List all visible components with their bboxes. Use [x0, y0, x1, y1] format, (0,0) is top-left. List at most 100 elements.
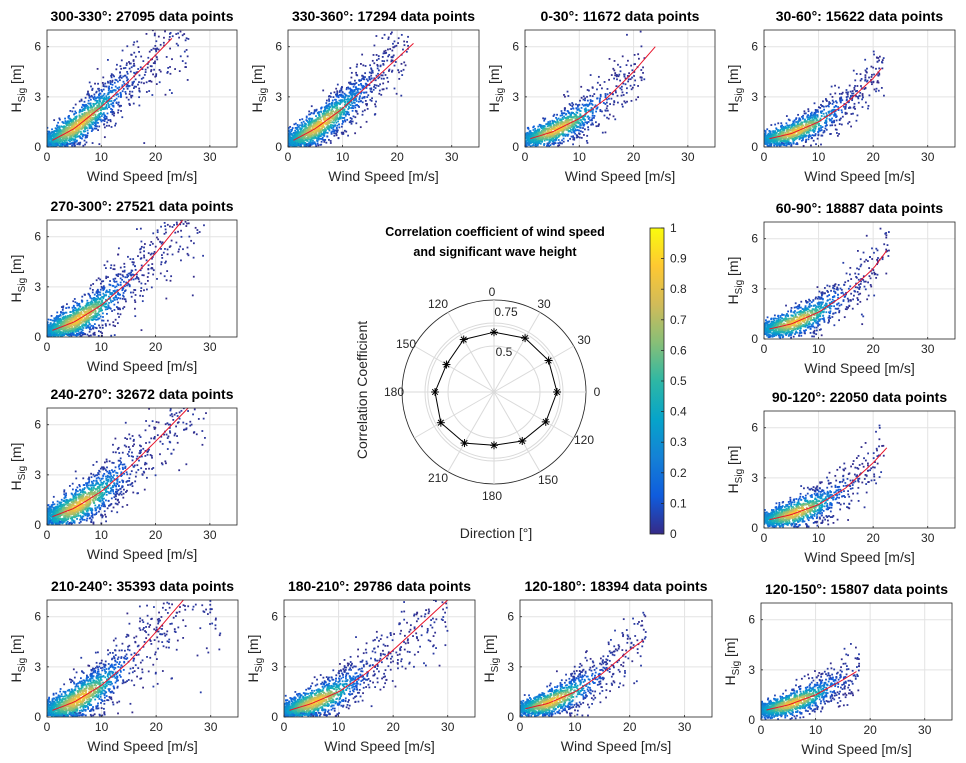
- data-point: [579, 126, 582, 129]
- data-point: [134, 72, 137, 75]
- data-point: [845, 112, 848, 115]
- data-point: [306, 144, 309, 147]
- data-point: [803, 120, 806, 123]
- data-point: [370, 77, 373, 80]
- data-point: [572, 123, 575, 126]
- data-point: [305, 115, 308, 118]
- data-point: [394, 61, 397, 63]
- data-point: [630, 99, 633, 102]
- data-point: [813, 129, 816, 132]
- data-point: [375, 35, 378, 37]
- data-point: [366, 96, 369, 98]
- data-point: [319, 143, 322, 146]
- data-point: [339, 110, 342, 113]
- data-point: [558, 134, 561, 137]
- data-point: [541, 140, 543, 143]
- data-point: [379, 83, 381, 86]
- data-point: [126, 45, 129, 48]
- data-point: [329, 112, 332, 115]
- data-point: [92, 105, 95, 107]
- data-point: [331, 116, 334, 119]
- data-point: [339, 112, 342, 114]
- data-point: [69, 142, 72, 145]
- data-point: [860, 78, 863, 80]
- data-point: [115, 102, 118, 104]
- data-point: [350, 100, 353, 103]
- data-point: [308, 125, 311, 128]
- data-point: [532, 129, 535, 131]
- data-point: [360, 63, 362, 65]
- data-point: [561, 142, 563, 145]
- data-point: [803, 131, 805, 134]
- data-point: [381, 88, 384, 91]
- data-point: [365, 91, 368, 94]
- data-point: [293, 139, 296, 142]
- data-point: [573, 115, 576, 118]
- data-point: [552, 126, 555, 129]
- data-point: [814, 109, 817, 111]
- data-point: [165, 56, 168, 58]
- data-point: [549, 134, 552, 137]
- data-point: [302, 120, 305, 123]
- data-point: [831, 99, 834, 102]
- data-point: [792, 142, 795, 145]
- data-point: [166, 71, 169, 73]
- data-point: [548, 124, 551, 127]
- data-point: [814, 114, 817, 117]
- data-point: [125, 64, 128, 67]
- data-point: [65, 137, 68, 140]
- data-point: [356, 112, 359, 115]
- data-point: [62, 137, 65, 139]
- data-point: [620, 85, 623, 88]
- data-point: [79, 130, 82, 133]
- data-point: [807, 108, 810, 111]
- data-point: [81, 108, 84, 111]
- data-point: [560, 133, 563, 136]
- data-point: [53, 133, 56, 136]
- data-point: [785, 115, 788, 117]
- data-point: [120, 104, 122, 107]
- data-point: [855, 119, 858, 122]
- data-point: [586, 141, 589, 144]
- data-point: [849, 90, 852, 93]
- data-point: [609, 103, 612, 105]
- data-point: [830, 85, 833, 88]
- data-point: [526, 135, 529, 138]
- data-point: [532, 140, 535, 143]
- data-point: [881, 61, 884, 64]
- data-point: [578, 133, 581, 135]
- data-point: [83, 107, 86, 110]
- data-point: [100, 107, 103, 109]
- data-point: [142, 60, 145, 63]
- data-point: [374, 103, 376, 106]
- data-point: [123, 82, 126, 85]
- data-point: [592, 108, 595, 111]
- data-point: [582, 115, 585, 118]
- data-point: [385, 52, 388, 54]
- data-point: [614, 118, 617, 121]
- data-point: [56, 129, 58, 132]
- data-point: [800, 132, 803, 135]
- data-point: [82, 144, 85, 147]
- data-point: [296, 134, 299, 136]
- data-point: [378, 89, 381, 92]
- data-point: [330, 110, 333, 113]
- data-point: [313, 137, 315, 140]
- data-point: [87, 102, 90, 105]
- data-point: [368, 71, 371, 74]
- data-point: [308, 127, 310, 130]
- data-point: [576, 104, 579, 107]
- data-point: [103, 92, 106, 95]
- data-point: [330, 103, 333, 106]
- data-point: [54, 141, 56, 143]
- data-point: [98, 116, 101, 119]
- data-point: [102, 99, 105, 101]
- data-point: [76, 133, 78, 136]
- data-point: [375, 84, 378, 87]
- data-point: [162, 41, 165, 44]
- data-point: [107, 106, 110, 109]
- data-point: [319, 124, 322, 127]
- data-point: [345, 94, 348, 97]
- data-point: [79, 124, 81, 127]
